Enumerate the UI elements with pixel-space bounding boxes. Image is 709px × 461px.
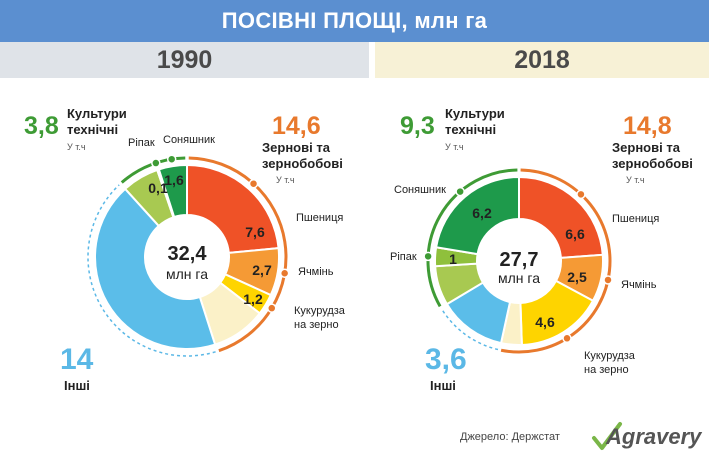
page-title: ПОСІВНІ ПЛОЩІ, млн га <box>221 8 488 33</box>
other-group-arc-1990 <box>87 184 216 357</box>
year-header-1990: 1990 <box>0 42 369 78</box>
donut-2018 <box>423 168 613 354</box>
source-text: Джерело: Держстат <box>460 431 560 443</box>
grain-label-2018-line1: Зернові та <box>612 140 680 155</box>
category-barley-1990: Ячмінь <box>298 266 334 278</box>
technical-label-2018-line1: Культури <box>445 106 505 121</box>
grain-sub-1990: У т.ч <box>276 175 295 185</box>
marker-1990-1 <box>279 268 290 278</box>
technical-total-2018: 9,3 <box>400 112 435 140</box>
marker-2018-6 <box>423 251 433 262</box>
other-label-2018: Інші <box>430 378 456 393</box>
center-total-2018: 27,7 <box>499 249 539 271</box>
grain-group-arc-1990 <box>188 156 288 353</box>
technical-group-arc-1990 <box>120 156 186 184</box>
segment-label-rapeseed-1990: 0,1 <box>148 180 168 196</box>
category-corn-2018-line2: на зерно <box>584 364 629 376</box>
other-group-arc-2018 <box>441 308 499 351</box>
marker-2018-7 <box>455 186 465 197</box>
category-rapeseed-1990: Ріпак <box>128 137 155 149</box>
brand-logo: Agravery <box>606 424 702 449</box>
technical-total-1990: 3,8 <box>24 112 59 140</box>
marker-1990-6 <box>151 158 161 168</box>
segment-label-sunflower-2018: 6,2 <box>472 205 492 221</box>
grain-total-1990: 14,6 <box>272 112 321 140</box>
marker-1990-0 <box>248 178 259 189</box>
technical-sub-1990: У т.ч <box>67 142 86 152</box>
donut-hole-2018 <box>477 219 561 303</box>
marker-2018-2 <box>562 333 572 344</box>
header-divider <box>369 42 375 78</box>
donut-1990 <box>87 154 290 357</box>
grain-group-arc-2018 <box>500 168 612 354</box>
grain-total-2018: 14,8 <box>623 112 672 140</box>
center-unit-1990: млн га <box>166 266 208 282</box>
segment-label-sunflower-1990: 1,6 <box>164 172 184 188</box>
category-sunflower-1990: Соняшник <box>163 134 215 146</box>
segment-label-corn-2018: 4,6 <box>535 314 555 330</box>
technical-sub-2018: У т.ч <box>445 142 464 152</box>
segment-label-barley-1990: 2,7 <box>252 262 272 278</box>
segment-label-barley-2018: 2,5 <box>567 269 587 285</box>
technical-label-1990-line1: Культури <box>67 106 127 121</box>
grain-label-1990-line1: Зернові та <box>262 140 330 155</box>
technical-group-arc-2018 <box>426 168 518 308</box>
title-bar <box>0 0 709 42</box>
category-rapeseed-2018: Ріпак <box>390 251 417 263</box>
other-label-1990: Інші <box>64 378 90 393</box>
category-sunflower-2018: Соняшник <box>394 184 446 196</box>
technical-label-2018-line2: технічні <box>445 122 497 137</box>
category-corn-1990-line2: на зерно <box>294 319 339 331</box>
segment-label-rapeseed-2018: 1 <box>449 251 457 267</box>
marker-2018-1 <box>603 275 613 285</box>
year-header-2018: 2018 <box>375 42 709 78</box>
category-wheat-1990: Пшениця <box>296 212 344 224</box>
marker-1990-7 <box>166 154 177 164</box>
other-total-2018: 3,6 <box>425 343 467 376</box>
marker-2018-0 <box>576 189 586 200</box>
grain-sub-2018: У т.ч <box>626 175 645 185</box>
technical-label-1990-line2: технічні <box>67 122 119 137</box>
segment-label-wheat-1990: 7,6 <box>245 224 265 240</box>
category-corn-1990-line1: Кукурудза <box>294 305 345 317</box>
donut-hole-1990 <box>145 215 229 299</box>
marker-1990-2 <box>267 303 277 313</box>
grain-label-2018-line2: зернобобові <box>612 156 693 171</box>
category-wheat-2018: Пшениця <box>612 213 660 225</box>
other-total-1990: 14 <box>60 343 94 376</box>
center-unit-2018: млн га <box>498 270 540 286</box>
category-corn-2018-line1: Кукурудза <box>584 350 635 362</box>
category-barley-2018: Ячмінь <box>621 279 657 291</box>
center-total-1990: 32,4 <box>167 243 207 265</box>
segment-label-corn-1990: 1,2 <box>243 291 263 307</box>
grain-label-1990-line2: зернобобові <box>262 156 343 171</box>
segment-label-wheat-2018: 6,6 <box>565 226 585 242</box>
